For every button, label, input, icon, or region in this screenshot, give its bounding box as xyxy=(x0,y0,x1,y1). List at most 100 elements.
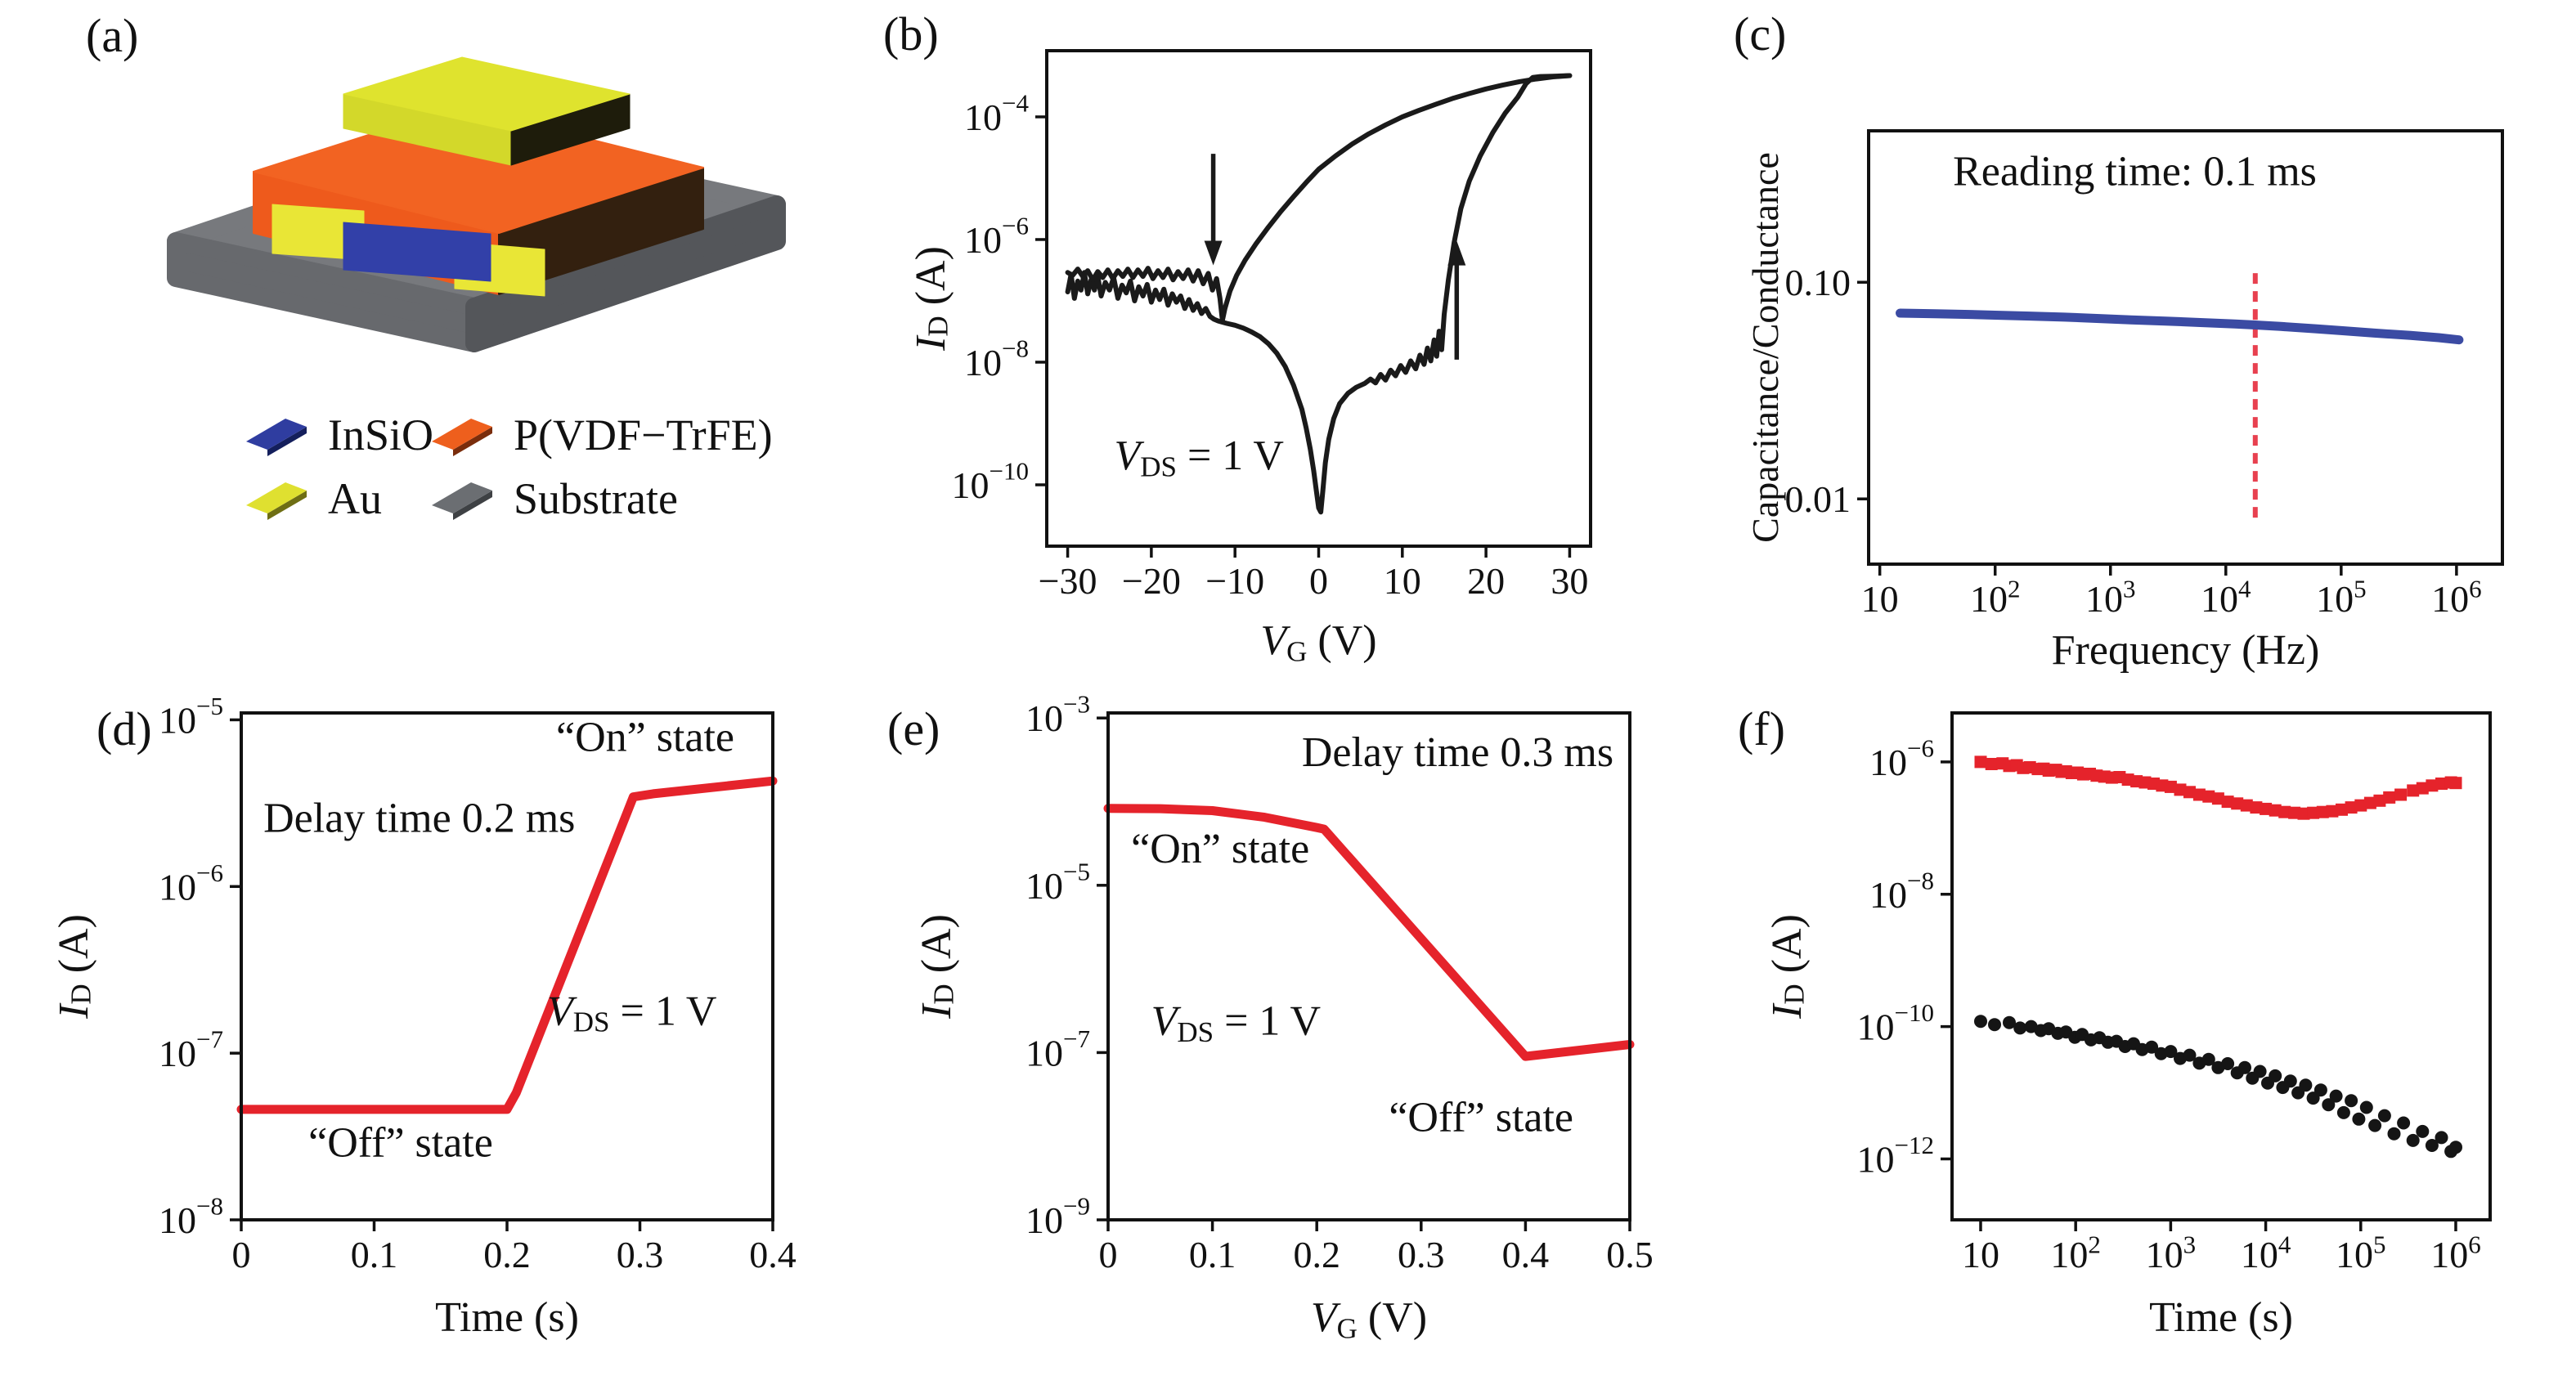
y-axis-label: ID (A) xyxy=(51,914,97,1020)
x-tick-label: 103 xyxy=(2146,1230,2197,1276)
panel-c-capacitance: (c) 10 102 103 104 105 106 0.10 0.01 Reading tim… xyxy=(1717,0,2576,689)
chart-retention: 10 102 103 104 105 106 10−6 10−8 10−10 10−12 Time … xyxy=(1717,687,2576,1376)
x-tick-label: 0.1 xyxy=(351,1234,398,1275)
panel-label-d: (d) xyxy=(96,702,152,755)
annotation: VDS = 1 V xyxy=(1151,998,1321,1048)
annotation: VDS = 1 V xyxy=(1114,433,1283,482)
y-axis-label: ID (A) xyxy=(913,914,960,1020)
x-tick-label: 0.2 xyxy=(483,1234,531,1275)
device-channel-insio xyxy=(343,222,491,282)
y-tick-label: 10−12 xyxy=(1857,1130,1934,1180)
swatch-edge xyxy=(267,427,307,456)
x-tick-label: 104 xyxy=(2241,1230,2291,1276)
x-tick-label: 10 xyxy=(1962,1234,1999,1275)
x-tick-label: 20 xyxy=(1467,560,1505,602)
chart-off-state-switching: 0 0.1 0.2 0.3 0.4 0.5 10−3 10−5 10−7 10−9 Delay ti… xyxy=(859,687,1717,1376)
y-tick-label: 10−10 xyxy=(1857,998,1934,1048)
series-forward-sweep xyxy=(1065,73,1573,515)
series-on-state-retention xyxy=(1974,755,2462,820)
panel-b-transfer-curve: (b) −30 −20 −10 0 10 20 30 10−4 10−6 10−8 10−10 VDS… xyxy=(859,0,1717,689)
legend-label: P(VDF−TrFE) xyxy=(514,410,773,459)
swatch-edge xyxy=(453,491,492,520)
chart-on-state-switching: 0 0.1 0.2 0.3 0.4 10−5 10−6 10−7 10−8 “On” state D… xyxy=(0,687,859,1376)
swatch-edge xyxy=(453,427,492,456)
y-axis-label: Capacitance/Conductance xyxy=(1744,152,1786,543)
axis-frame xyxy=(1106,711,1631,1221)
panel-e-off-switching: (e) 0 0.1 0.2 0.3 0.4 0.5 10−3 10−5 10−7 10−9 Dela… xyxy=(859,687,1717,1376)
annotation: Reading time: 0.1 ms xyxy=(1953,148,2317,195)
series-switch-off-response xyxy=(1103,804,1635,1061)
legend-item-substrate: Substrate xyxy=(427,473,678,525)
annotation: Delay time 0.2 ms xyxy=(263,796,575,842)
panel-d-on-switching: (d) 0 0.1 0.2 0.3 0.4 10−5 10−6 10−7 10−8 “On” st… xyxy=(0,687,859,1376)
legend-item-p-vdf-trfe-: P(VDF−TrFE) xyxy=(427,409,773,461)
y-tick-label: 10−5 xyxy=(1025,857,1090,907)
panel-label-b: (b) xyxy=(883,7,939,61)
axis-frame xyxy=(1950,711,2492,1221)
chart-svg-f: 10 102 103 104 105 106 10−6 10−8 10−10 10−12 Time … xyxy=(1764,711,2492,1341)
axis-frame xyxy=(1867,129,2504,566)
x-tick-label: 0.1 xyxy=(1189,1234,1236,1275)
y-tick-label: 0.10 xyxy=(1785,262,1851,303)
panel-f-retention: (f) 10 102 103 104 105 106 10−6 10−8 10−10 10−12 T… xyxy=(1717,687,2576,1376)
swatch-face xyxy=(432,482,492,513)
legend-swatch-icon xyxy=(432,482,492,520)
x-axis-label: Time (s) xyxy=(2149,1294,2293,1341)
x-tick-label: 0 xyxy=(1099,1234,1118,1275)
y-tick-label: 10−8 xyxy=(964,334,1029,383)
legend-item-insio: InSiO xyxy=(241,409,433,461)
x-tick-label: 30 xyxy=(1551,560,1588,602)
x-tick-label: 0 xyxy=(232,1234,251,1275)
x-tick-label: 105 xyxy=(2336,1230,2386,1276)
annotation: VDS = 1 V xyxy=(547,988,716,1038)
x-tick-label: 0.3 xyxy=(617,1234,664,1275)
panel-label-a: (a) xyxy=(86,9,139,62)
axis-frame xyxy=(240,711,774,1221)
y-tick-label: 10−8 xyxy=(1869,866,1934,916)
legend-label: Au xyxy=(328,474,382,523)
x-tick-label: 106 xyxy=(2431,575,2482,621)
panel-a-device-schematic: (a) InSiO P(VDF−TrFE) Au Substrate xyxy=(0,0,859,689)
x-axis-label: Time (s) xyxy=(435,1294,579,1341)
legend-swatch-icon xyxy=(432,419,492,456)
panel-label-f: (f) xyxy=(1738,702,1785,755)
y-tick-label: 10−9 xyxy=(1025,1191,1090,1241)
legend-swatch-icon xyxy=(246,419,307,456)
series-capacitance-vs-frequency xyxy=(1896,308,2464,345)
chart-transfer-hysteresis: −30 −20 −10 0 10 20 30 10−4 10−6 10−8 10−10 VDS = 1… xyxy=(859,0,1717,689)
x-axis-label: VG (V) xyxy=(1260,617,1376,667)
legend-item-au: Au xyxy=(241,473,382,525)
annotation: “On” state xyxy=(1131,826,1309,872)
annotation: Delay time 0.3 ms xyxy=(1302,729,1613,776)
chart-svg-c: 10 102 103 104 105 106 0.10 0.01 Reading time: 0… xyxy=(1744,129,2504,674)
x-tick-label: 106 xyxy=(2430,1230,2481,1276)
x-tick-label: −30 xyxy=(1039,560,1097,602)
chart-capacitance-frequency: 10 102 103 104 105 106 0.10 0.01 Reading time: 0… xyxy=(1717,0,2576,689)
series-backward-sweep xyxy=(1065,73,1573,323)
annotation: “Off” state xyxy=(308,1120,493,1167)
series-switch-on-response xyxy=(236,776,778,1114)
chart-svg-b: −30 −20 −10 0 10 20 30 10−4 10−6 10−8 10−10 VDS = 1… xyxy=(908,49,1592,667)
y-tick-label: 10−6 xyxy=(159,858,223,908)
panel-label-e: (e) xyxy=(887,702,940,755)
x-tick-label: 103 xyxy=(2085,575,2136,621)
y-tick-label: 0.01 xyxy=(1785,478,1851,520)
x-axis-label: VG (V) xyxy=(1311,1294,1427,1344)
y-tick-label: 10−10 xyxy=(952,456,1029,506)
sweep-down-arrow-head xyxy=(1204,240,1223,266)
panel-label-c: (c) xyxy=(1734,7,1787,61)
x-tick-label: 0 xyxy=(1309,560,1328,602)
legend-label: Substrate xyxy=(514,474,678,523)
chart-svg-e: 0 0.1 0.2 0.3 0.4 0.5 10−3 10−5 10−7 10−9 Delay ti… xyxy=(913,689,1654,1344)
swatch-face xyxy=(246,482,307,513)
x-tick-label: 102 xyxy=(2050,1230,2101,1276)
x-tick-label: 104 xyxy=(2201,575,2251,621)
y-tick-label: 10−6 xyxy=(964,211,1029,261)
legend-label: InSiO xyxy=(328,410,434,459)
x-tick-label: 0.2 xyxy=(1293,1234,1340,1275)
chart-svg-d: 0 0.1 0.2 0.3 0.4 10−5 10−6 10−7 10−8 “On” state D… xyxy=(51,691,797,1341)
y-tick-label: 10−4 xyxy=(964,88,1029,138)
y-tick-label: 10−7 xyxy=(1025,1024,1090,1073)
axis-frame xyxy=(1045,49,1592,548)
